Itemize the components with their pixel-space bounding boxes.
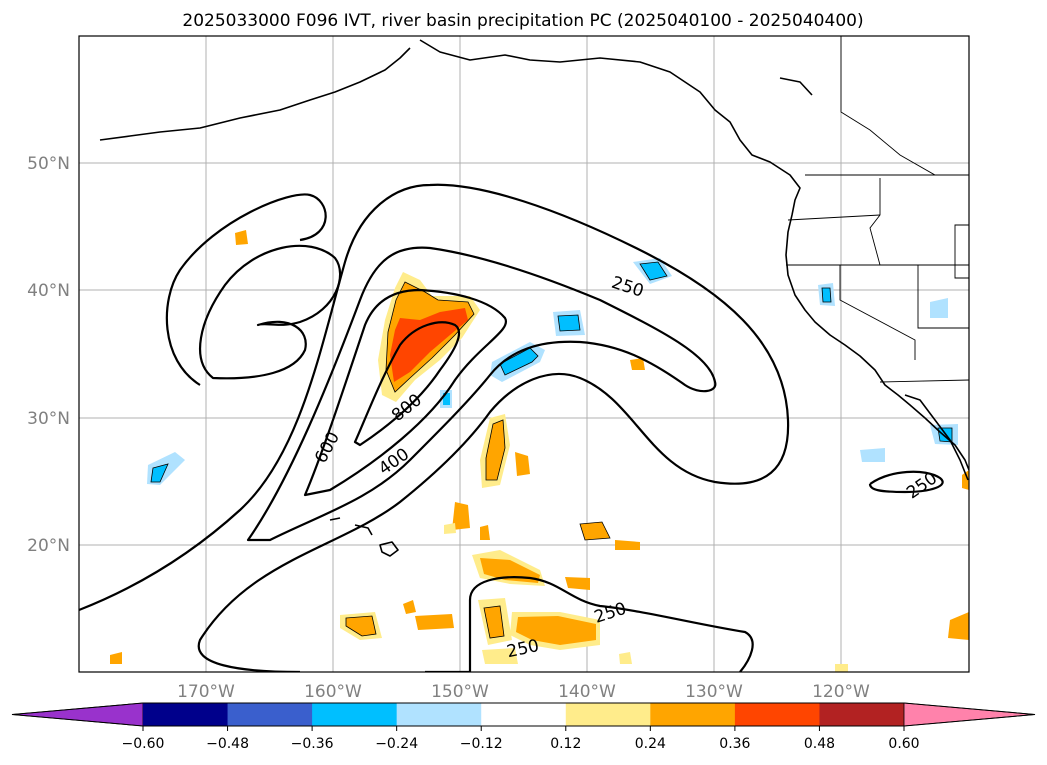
state-border <box>954 224 969 279</box>
ivt-contour-250-east <box>868 470 944 494</box>
north-america-coast <box>419 39 969 471</box>
lon-label: 130°W <box>685 682 743 702</box>
ivt-contour-250-west <box>165 193 327 386</box>
precip-region <box>822 288 831 302</box>
colorbar-extend-high <box>903 702 1036 727</box>
colorbar-tick-label: −0.48 <box>206 736 249 752</box>
ivt-contour-250 <box>79 183 790 672</box>
colorbar <box>11 702 1036 727</box>
lon-label: 120°W <box>812 682 870 702</box>
precip-region <box>482 648 518 664</box>
precip-region <box>580 522 610 540</box>
longitude-labels: 170°W 160°W 150°W 140°W 130°W 120°W <box>177 682 870 702</box>
precip-shading <box>110 230 969 672</box>
colorbar-tick-label: 0.24 <box>635 736 666 752</box>
lon-label: 160°W <box>304 682 362 702</box>
colorbar-tick-label: −0.36 <box>291 736 334 752</box>
colorbar-tick-label: 0.48 <box>804 736 835 752</box>
colorbar-segment <box>481 703 567 726</box>
colorbar-segment <box>143 703 229 726</box>
precip-region <box>615 540 640 550</box>
coast-fragment <box>779 77 813 96</box>
coastlines <box>99 39 969 557</box>
precip-region <box>962 470 969 490</box>
colorbar-tick-label: −0.12 <box>460 736 503 752</box>
colorbar-segment <box>312 703 398 726</box>
ivt-contour-250-south <box>425 576 754 672</box>
colorbar-tick-label: 0.60 <box>888 736 919 752</box>
precip-region <box>415 614 454 630</box>
precip-region <box>500 348 538 375</box>
lat-label: 20°N <box>27 536 70 556</box>
latitude-labels: 50°N 40°N 30°N 20°N <box>27 154 70 556</box>
precip-region <box>346 616 376 636</box>
precip-region <box>151 464 168 482</box>
precip-region <box>565 577 590 590</box>
precip-region <box>110 652 122 664</box>
colorbar-segment <box>396 703 482 726</box>
precip-region <box>558 315 580 331</box>
precip-region <box>516 616 596 645</box>
map-panel: 250 250 250 250 600 800 400 50°N 40°N 30… <box>27 35 970 702</box>
island <box>354 524 373 536</box>
lat-label: 50°N <box>27 154 70 174</box>
lat-label: 30°N <box>27 409 70 429</box>
colorbar-tick-label: 0.36 <box>719 736 750 752</box>
precip-region <box>930 298 948 318</box>
precip-region <box>403 600 416 614</box>
precip-region <box>835 664 848 672</box>
colorbar-ticks: −0.60 −0.48 −0.36 −0.24 −0.12 0.12 0.24 0.36 0.4… <box>122 726 920 752</box>
precip-region <box>948 612 969 640</box>
ivt-contour-800 <box>353 321 461 447</box>
gridlines <box>79 36 969 672</box>
lon-label: 150°W <box>431 682 489 702</box>
aleutian-coast <box>99 47 411 141</box>
colorbar-segment <box>819 703 905 726</box>
baja-coast <box>904 394 969 481</box>
precip-region <box>484 606 504 638</box>
colorbar-tick-label: −0.60 <box>122 736 165 752</box>
state-border <box>787 214 881 221</box>
precip-region <box>640 262 667 280</box>
lat-label: 40°N <box>27 281 70 301</box>
ivt-contours <box>79 183 944 672</box>
ivt-contour-600 <box>303 288 508 497</box>
precip-region <box>480 525 490 540</box>
ivt-contour-400 <box>246 246 717 542</box>
colorbar-tick-label: 0.12 <box>550 736 581 752</box>
colorbar-segment <box>734 703 820 726</box>
precip-region <box>860 448 885 462</box>
precip-region <box>444 523 456 534</box>
ivt-contour-450 <box>199 244 342 380</box>
state-border <box>839 265 916 360</box>
precip-region <box>390 308 468 382</box>
precip-region <box>235 230 248 245</box>
colorbar-segment <box>227 703 313 726</box>
lon-label: 170°W <box>177 682 235 702</box>
lon-label: 140°W <box>558 682 616 702</box>
island <box>379 541 399 557</box>
map-frame <box>78 35 970 673</box>
precip-outlines <box>150 261 953 639</box>
island <box>329 517 341 521</box>
mexico-border <box>879 379 969 383</box>
colorbar-segment <box>565 703 651 726</box>
colorbar-tick-label: −0.24 <box>375 736 418 752</box>
map-title: 2025033000 F096 IVT, river basin precipi… <box>182 11 863 31</box>
political-borders <box>786 36 969 383</box>
precip-region <box>515 452 530 476</box>
state-border <box>917 265 969 329</box>
precip-region <box>452 502 470 530</box>
precip-region <box>619 652 632 664</box>
state-border <box>869 178 881 266</box>
colorbar-segment <box>650 703 736 726</box>
precip-region <box>630 358 645 370</box>
colorbar-extend-low <box>11 702 144 727</box>
